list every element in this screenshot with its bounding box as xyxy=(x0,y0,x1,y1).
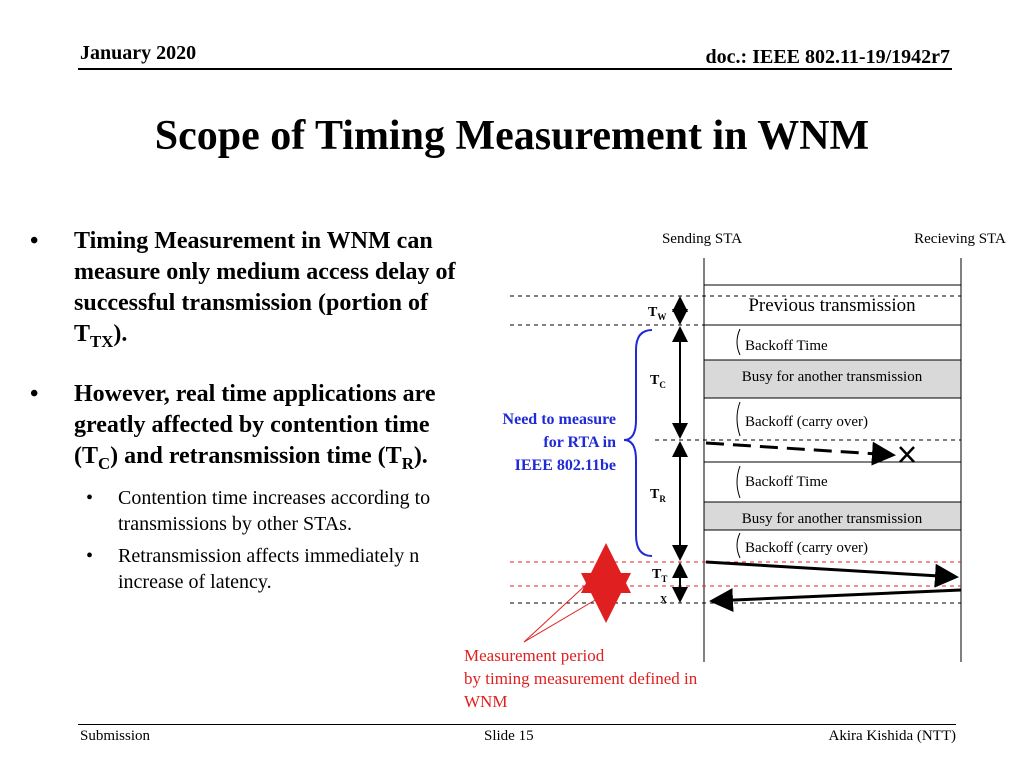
footer-slide-number: Slide 15 xyxy=(484,728,534,744)
slide-title: Scope of Timing Measurement in WNM xyxy=(154,113,870,159)
need-measure-line-3: IEEE 802.11be xyxy=(515,457,616,474)
busy-block-2 xyxy=(703,501,962,531)
tw-label: TW xyxy=(648,305,666,322)
sending-sta-label: Sending STA xyxy=(662,231,742,247)
footer-submission: Submission xyxy=(80,728,151,744)
need-measure-line-1: Need to measure xyxy=(503,411,616,428)
backoff-bracket-3 xyxy=(736,465,741,499)
backoff-bracket-1 xyxy=(736,328,741,356)
measurement-period-line-1: Measurement period xyxy=(464,646,605,665)
footer-author: Akira Kishida (NTT) xyxy=(828,728,956,744)
backoff-time-label-2: Backoff Time xyxy=(745,474,828,490)
backoff-carry-label-2: Backoff (carry over) xyxy=(745,540,868,556)
bullet-real-time: • However, real time applications are gre… xyxy=(30,380,436,473)
blue-brace xyxy=(623,329,653,557)
receiving-sta-label: Recieving STA xyxy=(914,231,1006,247)
bullet-timing-measurement: • Timing Measurement in WNM can measure o… xyxy=(30,228,456,351)
footer-divider xyxy=(78,724,956,725)
tx-suffix-label: X xyxy=(660,595,668,606)
header-date: January 2020 xyxy=(80,42,197,64)
busy-label-1: Busy for another transmission xyxy=(742,369,923,385)
data-transmission-arrow xyxy=(705,560,959,588)
failed-transmission-arrow xyxy=(705,441,896,466)
bullet-list: • Timing Measurement in WNM can measure o… xyxy=(30,226,460,615)
busy-label-2: Busy for another transmission xyxy=(742,511,923,527)
tr-label: TR xyxy=(650,487,666,504)
red-pointer-2 xyxy=(523,595,603,643)
measurement-period-line-3: WNM xyxy=(464,692,507,711)
need-measure-line-2: for RTA in xyxy=(543,434,616,451)
header-divider xyxy=(78,68,952,70)
sub-bullet-contention: • Contention time increases according to … xyxy=(86,486,431,535)
failure-x-icon xyxy=(899,446,915,463)
sub-bullet-retransmission: • Retransmission affects immediately n in… xyxy=(86,544,420,593)
backoff-time-label-1: Backoff Time xyxy=(745,338,828,354)
header-doc: doc.: IEEE 802.11-19/1942r7 xyxy=(705,46,950,68)
red-pointer-1 xyxy=(523,569,603,643)
busy-block-1 xyxy=(703,359,962,399)
ack-arrow xyxy=(709,588,962,613)
backoff-carry-label-1: Backoff (carry over) xyxy=(745,414,868,430)
previous-transmission-label: Previous transmission xyxy=(748,295,916,316)
tc-label: TC xyxy=(650,373,666,390)
measurement-period-line-2: by timing measurement defined in xyxy=(464,669,698,688)
backoff-bracket-4 xyxy=(736,532,741,559)
backoff-bracket-2 xyxy=(736,401,741,437)
tt-label: TT xyxy=(652,567,667,584)
